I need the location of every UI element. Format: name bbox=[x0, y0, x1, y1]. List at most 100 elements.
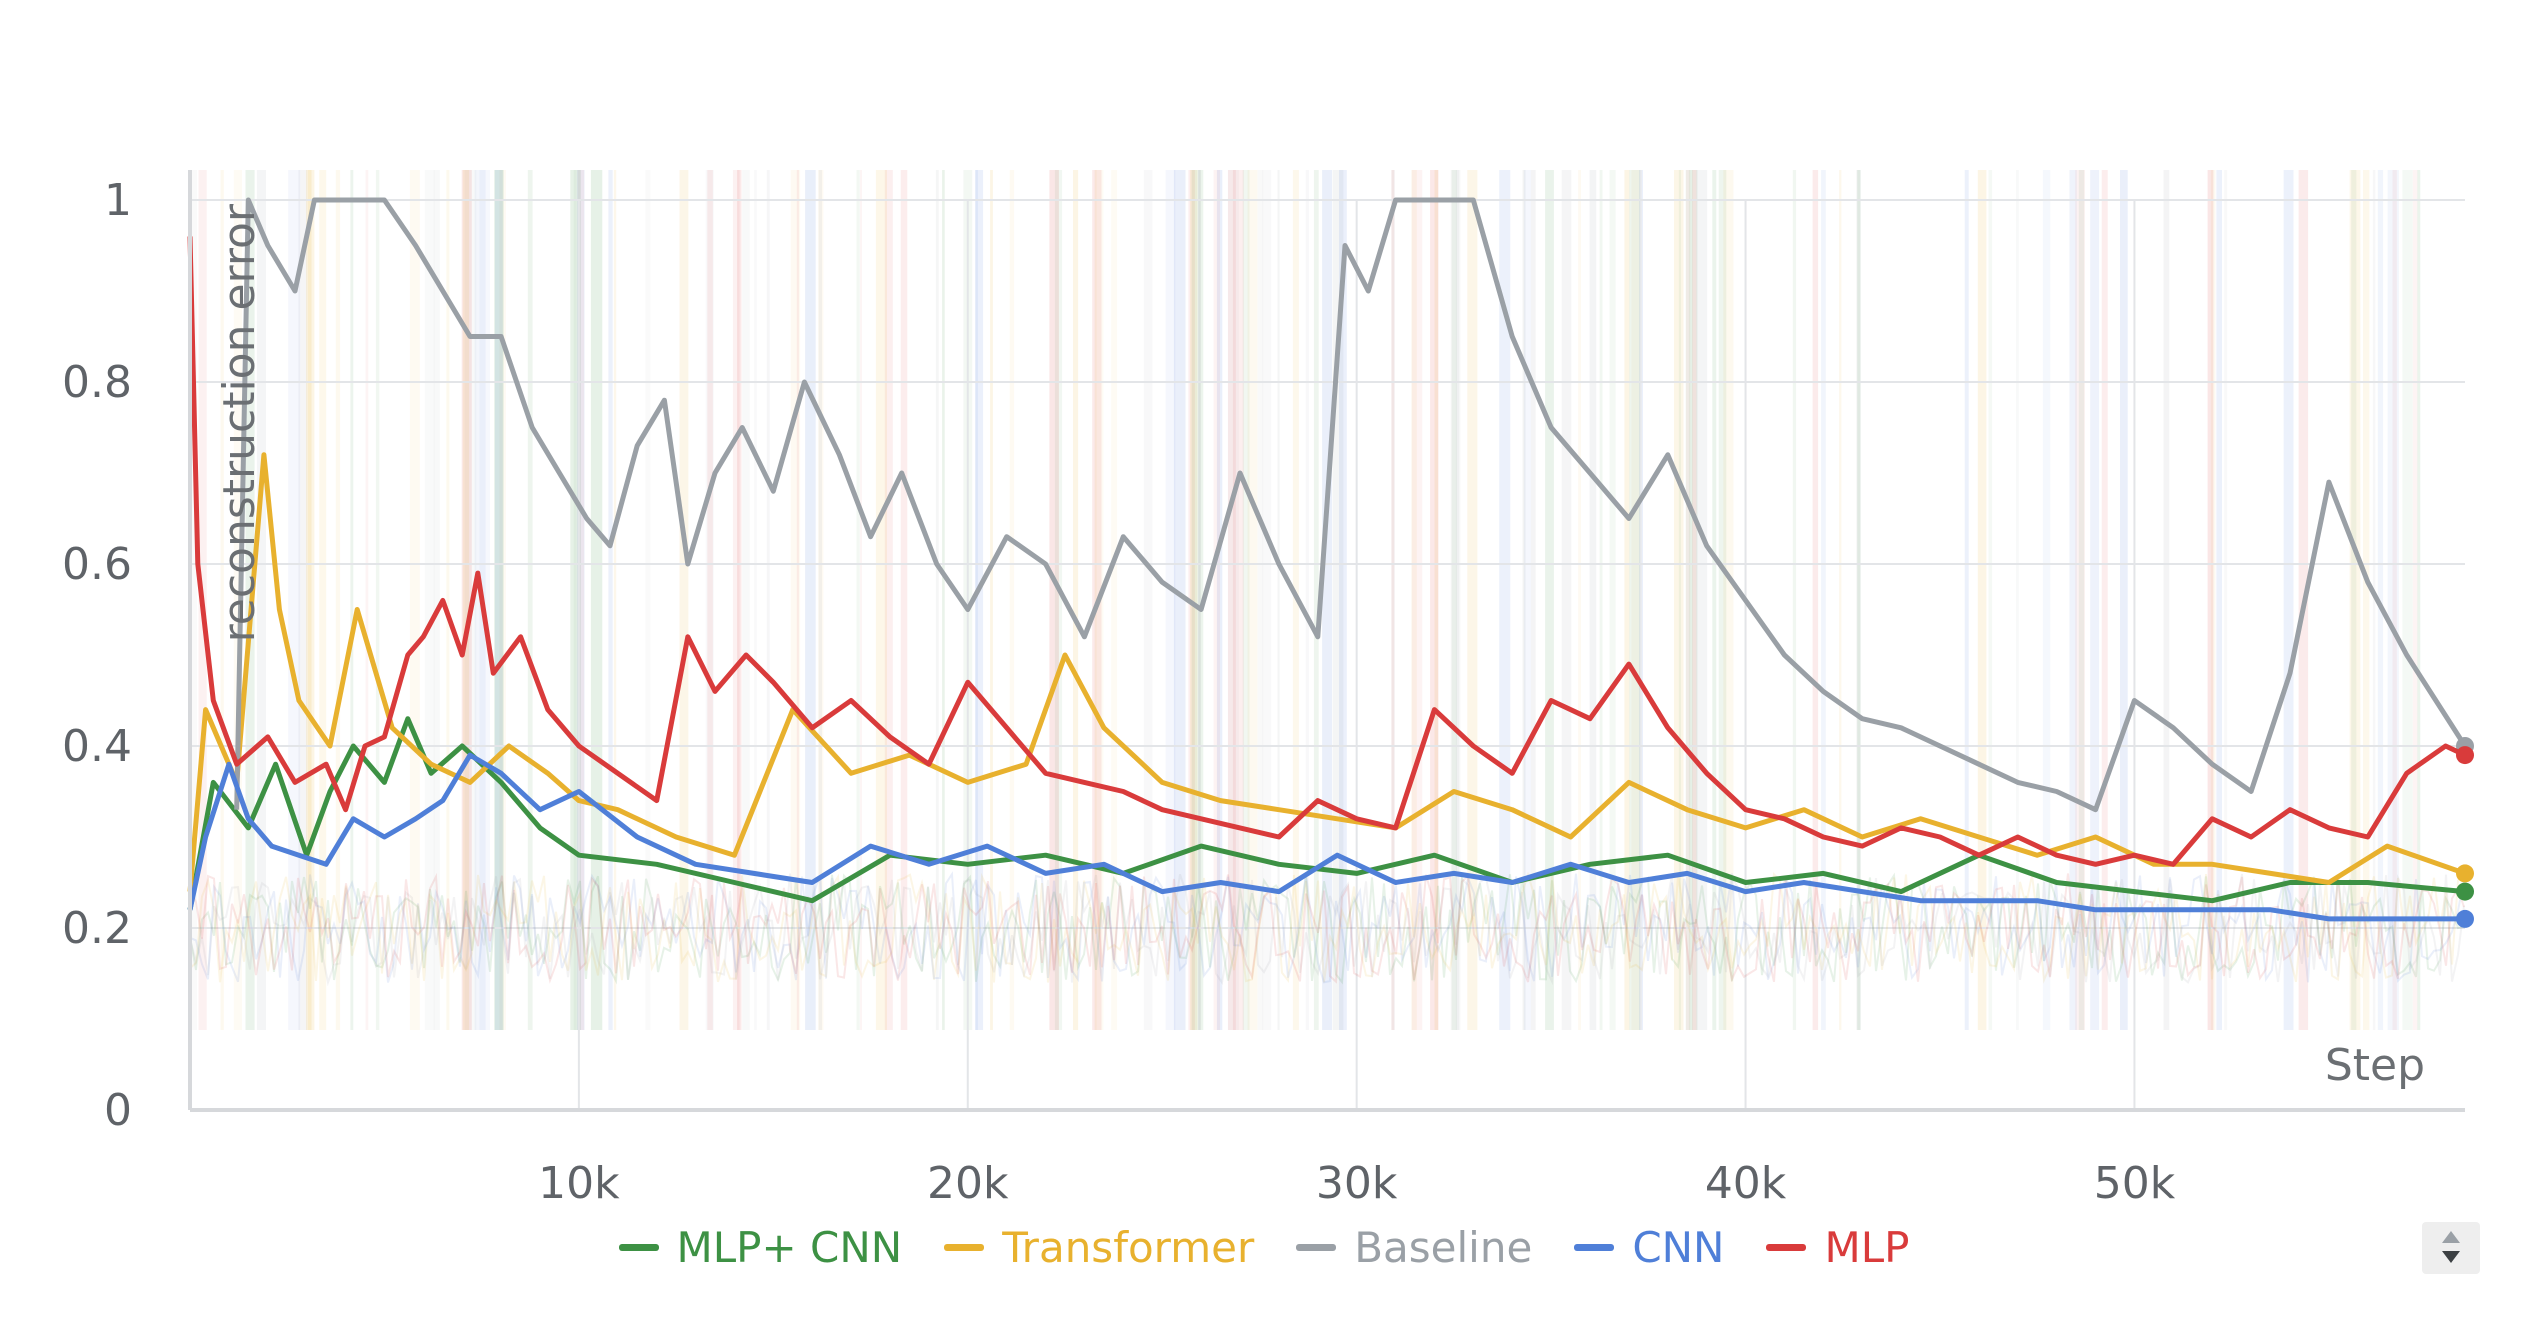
y-tick-label: 0.8 bbox=[62, 357, 132, 408]
background-stripe bbox=[1589, 170, 1597, 1030]
series-end-marker bbox=[2456, 909, 2474, 928]
background-stripe bbox=[1339, 170, 1347, 1030]
background-stripe bbox=[2090, 170, 2100, 1030]
triangle-down-icon bbox=[2442, 1251, 2460, 1263]
background-stripe bbox=[2283, 170, 2294, 1030]
background-stripe bbox=[2069, 170, 2077, 1030]
x-tick-label: 40k bbox=[1705, 1158, 1787, 1209]
legend-label: MLP+ CNN bbox=[676, 1222, 903, 1272]
background-stripe bbox=[1674, 170, 1684, 1030]
legend-item[interactable]: MLP+ CNN bbox=[618, 1222, 903, 1272]
background-stripe bbox=[2078, 170, 2085, 1030]
background-stripe bbox=[1277, 170, 1280, 1030]
noise-line bbox=[189, 872, 2465, 985]
series-lines bbox=[187, 197, 2474, 928]
background-stripe bbox=[1609, 170, 1616, 1030]
background-stripe bbox=[1988, 170, 1993, 1030]
legend-item[interactable]: Transformer bbox=[944, 1223, 1254, 1272]
y-tick-label: 1 bbox=[104, 175, 132, 226]
background-stripe bbox=[1624, 170, 1630, 1030]
background-stripe bbox=[2402, 170, 2413, 1030]
background-stripe bbox=[900, 170, 908, 1030]
axes bbox=[188, 170, 2465, 1112]
legend-swatch bbox=[1296, 1243, 1337, 1251]
background-stripe bbox=[737, 170, 742, 1030]
background-stripe bbox=[2016, 170, 2019, 1030]
background-stripe bbox=[1391, 170, 1395, 1030]
x-axis-label: Step bbox=[2325, 1040, 2425, 1091]
background-stripe bbox=[446, 170, 450, 1030]
legend-swatch bbox=[1574, 1243, 1615, 1251]
background-stripe bbox=[1688, 170, 1698, 1030]
y-axis-label: reconstruction error bbox=[214, 203, 265, 642]
background-stripe bbox=[2042, 170, 2051, 1030]
background-stripe bbox=[1467, 170, 1478, 1030]
background-stripe bbox=[1191, 170, 1204, 1030]
background-stripe bbox=[2163, 170, 2170, 1030]
background-stripe bbox=[1685, 170, 1691, 1030]
noise-line bbox=[189, 873, 2465, 987]
background-stripe bbox=[298, 170, 308, 1030]
background-stripe bbox=[1313, 170, 1319, 1030]
background-stripe bbox=[1696, 170, 1708, 1030]
background-stripe bbox=[1009, 170, 1015, 1030]
x-tick-label: 50k bbox=[2094, 1158, 2176, 1209]
background-stripe bbox=[1411, 170, 1423, 1030]
background-stripe bbox=[2351, 170, 2357, 1030]
series-end-marker bbox=[2456, 864, 2474, 883]
legend-scroll-button[interactable] bbox=[2422, 1222, 2480, 1274]
legend-swatch bbox=[1766, 1243, 1807, 1251]
triangle-up-icon bbox=[2442, 1231, 2460, 1243]
background-stripe bbox=[1718, 170, 1727, 1030]
background-stripe bbox=[705, 170, 714, 1030]
legend-swatch bbox=[618, 1243, 659, 1251]
noise-line bbox=[189, 871, 2465, 984]
background-stripe bbox=[2372, 170, 2376, 1030]
background-stripe bbox=[1111, 170, 1118, 1030]
background-stripe bbox=[1977, 170, 1987, 1030]
background-stripe bbox=[1247, 170, 1258, 1030]
legend-label: Baseline bbox=[1354, 1222, 1533, 1272]
legend-label: CNN bbox=[1632, 1222, 1725, 1272]
background-stripe bbox=[1173, 170, 1186, 1030]
legend-swatch bbox=[944, 1243, 985, 1251]
background-stripe bbox=[754, 170, 757, 1030]
background-stripe bbox=[1631, 170, 1642, 1030]
background-stripe bbox=[1216, 170, 1223, 1030]
series-line-baseline bbox=[234, 197, 2468, 813]
background-stripe bbox=[2224, 170, 2228, 1030]
legend-item[interactable]: MLP bbox=[1766, 1223, 1909, 1272]
background-stripe bbox=[1685, 170, 1693, 1030]
background-stripe bbox=[375, 170, 380, 1030]
legend-item[interactable]: CNN bbox=[1574, 1223, 1724, 1272]
background-stripe bbox=[2075, 170, 2085, 1030]
background-stripe bbox=[494, 170, 503, 1030]
background-stripe bbox=[1322, 170, 1332, 1030]
background-stripe bbox=[2377, 170, 2384, 1030]
background-stripe bbox=[1712, 170, 1717, 1030]
background-stripe bbox=[1227, 170, 1239, 1030]
background-stripe bbox=[856, 170, 860, 1030]
background-stripe bbox=[2392, 170, 2397, 1030]
background-stripe bbox=[1964, 170, 1969, 1030]
background-stripe bbox=[1545, 170, 1554, 1030]
legend: MLP+ CNN Transformer Baseline CNN MLP bbox=[0, 1212, 2528, 1282]
background-stripe bbox=[1499, 170, 1511, 1030]
legend-item[interactable]: Baseline bbox=[1296, 1223, 1532, 1272]
background-stripe bbox=[256, 170, 266, 1030]
background-stripe bbox=[233, 170, 242, 1030]
background-stripe bbox=[2216, 170, 2222, 1030]
background-stripe bbox=[818, 170, 822, 1030]
raw-noise-band bbox=[189, 871, 2465, 987]
background-stripe bbox=[1450, 170, 1461, 1030]
background-stripe bbox=[608, 170, 613, 1030]
background-stripe bbox=[319, 170, 327, 1030]
series-end-marker bbox=[2456, 882, 2474, 901]
background-stripe bbox=[288, 170, 301, 1030]
background-stripe bbox=[570, 170, 581, 1030]
background-stripe bbox=[679, 170, 689, 1030]
background-stripe bbox=[1411, 170, 1417, 1030]
background-stripe bbox=[1723, 170, 1734, 1030]
background-stripe bbox=[1232, 170, 1244, 1030]
